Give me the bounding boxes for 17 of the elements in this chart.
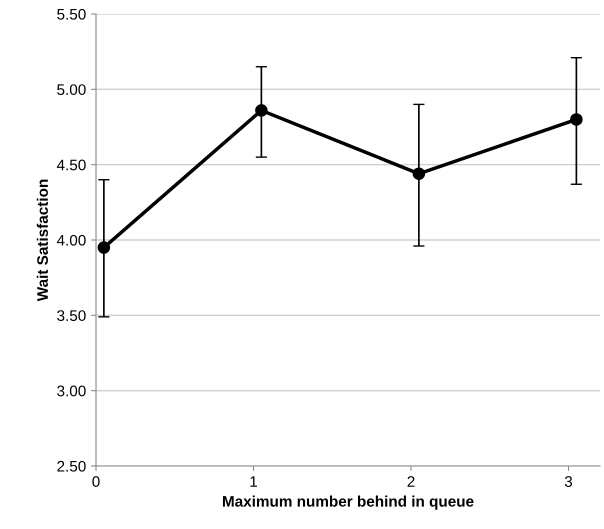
- x-tick-label: 3: [564, 476, 572, 487]
- x-tick-label: 2: [408, 476, 414, 487]
- point: [570, 113, 583, 126]
- y-tick-label: 3.50: [57, 310, 86, 322]
- y-tick-label: 4.00: [56, 234, 86, 246]
- x-tick-label: 1: [250, 476, 258, 487]
- point: [255, 104, 268, 117]
- y-axis-title: Wait Satisfaction: [36, 180, 48, 302]
- point: [412, 167, 426, 180]
- y-tick-label: 4.50: [56, 160, 86, 170]
- y-tick-label: 2.50: [57, 460, 86, 472]
- y-tick-label: 5.00: [57, 84, 86, 96]
- y-tick-label: 3.00: [57, 386, 86, 396]
- x-tick-label: 0: [92, 476, 100, 487]
- y-tick-label: 5.50: [57, 8, 86, 20]
- point: [98, 241, 110, 254]
- x-axis-title: Maximum number behind in queue: [222, 496, 474, 510]
